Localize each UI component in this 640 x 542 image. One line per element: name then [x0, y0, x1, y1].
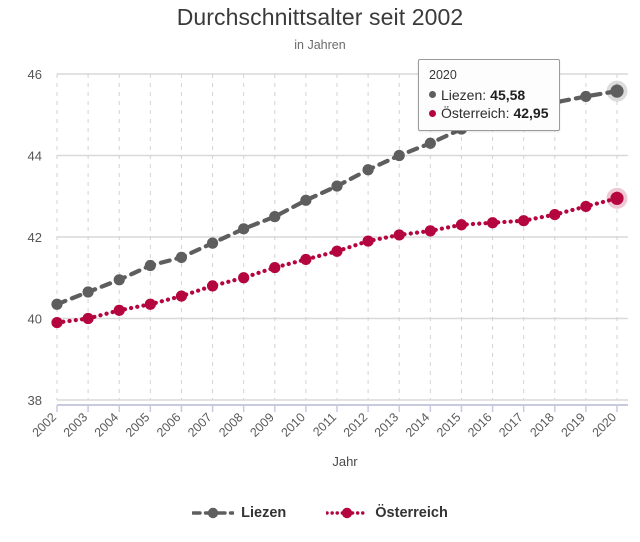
tooltip-series-dot — [429, 91, 436, 99]
data-point[interactable] — [486, 217, 499, 229]
y-axis-tick-labels: 38 40 42 44 46 — [28, 67, 42, 408]
x-axis-tick-label: 2007 — [185, 410, 215, 440]
y-axis-tick-label: 44 — [28, 149, 42, 164]
x-axis-tick-label: 2013 — [372, 410, 402, 440]
y-axis-tick-label: 42 — [28, 230, 42, 245]
chart-title: Durchschnittsalter seit 2002 — [176, 4, 464, 30]
data-point[interactable] — [175, 251, 188, 263]
data-point[interactable] — [424, 225, 436, 237]
x-axis-tick-label: 2005 — [123, 410, 153, 440]
y-axis-tick-label: 40 — [28, 312, 42, 327]
x-axis-tick-label: 2020 — [590, 410, 620, 440]
data-point[interactable] — [238, 272, 250, 284]
tooltip-rows: Liezen: 45,58 Österreich: 42,95 — [429, 86, 549, 123]
x-axis-tick-label: 2008 — [216, 410, 246, 440]
x-axis-tick-label: 2018 — [527, 410, 557, 440]
legend-label: Österreich — [375, 505, 448, 521]
legend-marker-liezen — [192, 507, 235, 519]
y-axis-tick-label: 46 — [28, 67, 42, 82]
tooltip-series-name: Österreich: — [441, 104, 510, 121]
y-axis-tick-label: 38 — [28, 393, 42, 408]
data-point[interactable] — [51, 316, 63, 329]
data-point[interactable] — [610, 84, 624, 98]
x-axis-tick-label: 2006 — [154, 410, 184, 440]
x-axis-tick-label: 2014 — [403, 410, 433, 440]
data-point[interactable] — [300, 194, 312, 206]
legend-item-liezen[interactable]: Liezen — [192, 505, 286, 521]
data-point[interactable] — [610, 191, 624, 205]
data-point[interactable] — [144, 298, 156, 310]
data-point[interactable] — [269, 261, 281, 274]
data-point[interactable] — [580, 90, 592, 103]
tooltip-title: 2020 — [429, 68, 457, 82]
tooltip-series-dot — [429, 109, 436, 117]
data-point[interactable] — [269, 211, 281, 223]
tooltip-series-value: 42,95 — [513, 104, 549, 121]
x-axis-tick-label: 2017 — [496, 410, 526, 440]
data-point[interactable] — [238, 223, 250, 235]
chart-legend: Liezen Österreich — [0, 505, 640, 521]
data-point[interactable] — [144, 259, 156, 272]
x-axis-tick-label: 2011 — [310, 410, 339, 439]
tooltip-series-value: 45,58 — [490, 86, 526, 103]
series-line-österreich[interactable] — [54, 196, 620, 325]
x-axis-tick-label: 2010 — [278, 410, 308, 440]
data-point[interactable] — [549, 208, 561, 221]
data-tooltip: 2020 Liezen: 45,58 Österreich: 42,95 — [418, 59, 560, 132]
data-point[interactable] — [82, 312, 94, 325]
x-axis-tick-label: 2004 — [92, 410, 122, 440]
data-point[interactable] — [51, 298, 63, 310]
x-axis-tick-label: 2019 — [558, 410, 588, 440]
data-point[interactable] — [580, 200, 592, 213]
data-point[interactable] — [175, 290, 188, 302]
data-point[interactable] — [393, 149, 405, 162]
data-point[interactable] — [455, 219, 468, 231]
tooltip-series-name: Liezen: — [441, 86, 487, 103]
legend-label: Liezen — [241, 505, 287, 521]
data-point[interactable] — [362, 164, 374, 176]
data-point[interactable] — [82, 286, 94, 298]
data-point[interactable] — [206, 280, 219, 292]
data-point[interactable] — [206, 237, 219, 249]
x-axis-tick-label: 2002 — [30, 410, 60, 440]
data-point[interactable] — [331, 245, 343, 257]
legend-marker-österreich — [326, 507, 369, 519]
x-axis-title: Jahr — [332, 454, 358, 469]
legend-item-österreich[interactable]: Österreich — [326, 505, 448, 521]
data-point[interactable] — [424, 137, 436, 149]
data-point[interactable] — [331, 180, 343, 192]
x-axis-tick-label: 2012 — [341, 410, 371, 440]
x-axis-tick-label: 2016 — [465, 410, 495, 440]
chart-subtitle: in Jahren — [294, 38, 346, 52]
x-axis-tick-label: 2009 — [247, 410, 277, 440]
data-point[interactable] — [518, 215, 530, 227]
data-point[interactable] — [362, 235, 374, 247]
data-point[interactable] — [113, 274, 125, 286]
x-axis-tick-labels: 2002 2003 2004 2005 2006 2007 2008 2009 2010 2011… — [30, 410, 620, 440]
axes — [56, 404, 628, 412]
data-point[interactable] — [113, 304, 125, 316]
data-point[interactable] — [300, 253, 312, 266]
x-axis-tick-label: 2003 — [61, 410, 91, 440]
data-point[interactable] — [393, 229, 405, 241]
tooltip-row: Österreich: 42,95 — [429, 104, 549, 122]
x-axis-tick-label: 2015 — [434, 410, 464, 440]
tooltip-row: Liezen: 45,58 — [429, 86, 549, 104]
